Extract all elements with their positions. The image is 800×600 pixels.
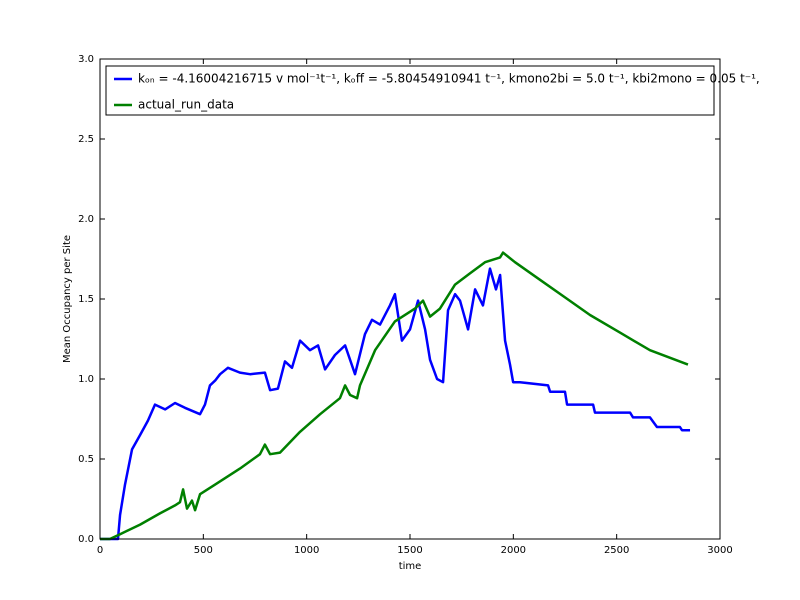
y-tick-label: 0.0 (78, 534, 94, 545)
legend-label: actual_run_data (138, 98, 234, 112)
x-tick-label: 1000 (294, 545, 319, 556)
y-axis-label: Mean Occupancy per Site (62, 235, 73, 363)
x-tick-label: 0 (97, 545, 103, 556)
y-tick-label: 3.0 (78, 54, 94, 65)
y-tick-label: 1.0 (78, 374, 94, 385)
x-tick-label: 500 (194, 545, 213, 556)
x-axis-label: time (399, 561, 422, 572)
legend-label: kₒₙ = -4.16004216715 v mol⁻¹t⁻¹, kₒff = … (138, 72, 760, 86)
legend-box (105, 65, 715, 116)
data-line (100, 267, 691, 541)
x-tick-label: 3000 (707, 545, 732, 556)
y-tick-label: 0.5 (78, 454, 94, 465)
y-tick-label: 2.0 (78, 214, 94, 225)
x-tick-label: 2500 (604, 545, 629, 556)
y-tick-label: 2.5 (78, 134, 94, 145)
plot-frame (99, 58, 721, 540)
data-line (100, 251, 689, 541)
y-tick-label: 1.5 (78, 294, 94, 305)
x-tick-label: 1500 (397, 545, 422, 556)
x-tick-label: 2000 (501, 545, 526, 556)
